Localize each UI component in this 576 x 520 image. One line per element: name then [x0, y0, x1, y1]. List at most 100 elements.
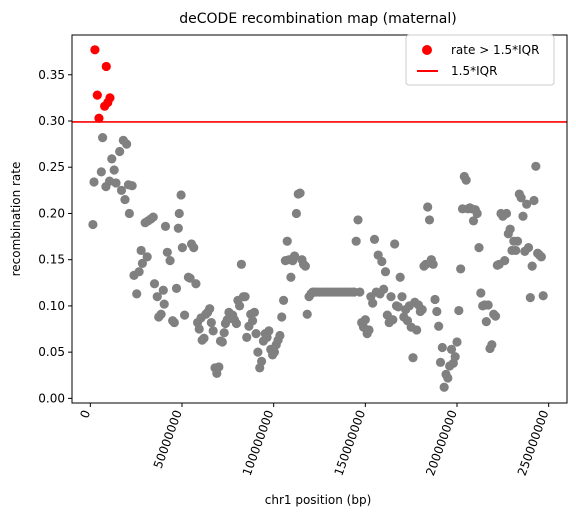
data-point: [111, 178, 120, 187]
y-tick-label: 0.20: [38, 206, 65, 220]
data-point: [364, 325, 373, 334]
outlier-point: [93, 91, 102, 100]
data-point: [275, 331, 284, 340]
data-point: [454, 306, 463, 315]
data-point: [500, 256, 509, 265]
data-point: [115, 147, 124, 156]
data-point: [388, 315, 397, 324]
outlier-point: [105, 93, 114, 102]
data-point: [264, 326, 273, 335]
data-point: [434, 322, 443, 331]
data-point: [97, 167, 106, 176]
data-point: [526, 293, 535, 302]
data-point: [462, 176, 471, 185]
data-point: [440, 383, 449, 392]
data-point: [165, 256, 174, 265]
data-point: [438, 343, 447, 352]
data-point: [205, 304, 214, 313]
data-point: [473, 209, 482, 218]
data-point: [377, 257, 386, 266]
data-point: [513, 237, 522, 246]
data-point: [160, 299, 169, 308]
data-point: [418, 305, 427, 314]
data-point: [476, 288, 485, 297]
y-tick-label: 0.00: [38, 391, 65, 405]
data-point: [277, 312, 286, 321]
data-point: [122, 140, 131, 149]
y-tick-label: 0.30: [38, 114, 65, 128]
data-point: [174, 224, 183, 233]
data-point: [482, 317, 491, 326]
data-point: [368, 299, 377, 308]
data-point: [180, 311, 189, 320]
data-point: [176, 190, 185, 199]
data-point: [242, 333, 251, 342]
data-point: [232, 319, 241, 328]
data-point: [89, 177, 98, 186]
data-point: [170, 318, 179, 327]
data-point: [502, 209, 511, 218]
y-tick-label: 0.05: [38, 345, 65, 359]
data-point: [539, 291, 548, 300]
data-point: [456, 264, 465, 273]
data-point: [396, 273, 405, 282]
data-point: [511, 246, 520, 255]
data-point: [430, 295, 439, 304]
data-point: [537, 252, 546, 261]
data-point: [484, 300, 493, 309]
y-tick-label: 0.25: [38, 160, 65, 174]
data-point: [518, 212, 527, 221]
data-point: [218, 337, 227, 346]
data-point: [191, 279, 200, 288]
y-tick-label: 0.10: [38, 299, 65, 313]
data-point: [292, 209, 301, 218]
legend-label-outliers: rate > 1.5*IQR: [451, 43, 539, 57]
data-point: [397, 292, 406, 301]
outlier-point: [90, 45, 99, 54]
data-point: [199, 334, 208, 343]
data-point: [150, 279, 159, 288]
data-point: [110, 165, 119, 174]
data-point: [279, 296, 288, 305]
data-point: [125, 209, 134, 218]
data-point: [237, 260, 246, 269]
data-point: [423, 202, 432, 211]
data-point: [257, 357, 266, 366]
data-point: [107, 154, 116, 163]
data-point: [149, 213, 158, 222]
data-point: [248, 316, 257, 325]
legend-marker-outliers: [422, 45, 432, 55]
data-point: [240, 292, 249, 301]
data-point: [432, 307, 441, 316]
data-point: [361, 315, 370, 324]
data-point: [531, 162, 540, 171]
data-point: [163, 248, 172, 257]
data-point: [143, 252, 152, 261]
data-point: [355, 287, 364, 296]
x-axis-label: chr1 position (bp): [265, 493, 372, 507]
data-point: [303, 310, 312, 319]
data-point: [524, 243, 533, 252]
y-axis-label: recombination rate: [9, 162, 23, 277]
legend-label-threshold: 1.5*IQR: [451, 64, 497, 78]
data-point: [135, 267, 144, 276]
data-point: [120, 195, 129, 204]
data-point: [370, 235, 379, 244]
data-point: [253, 348, 262, 357]
data-point: [452, 337, 461, 346]
data-point: [220, 328, 229, 337]
data-point: [286, 273, 295, 282]
data-point: [491, 311, 500, 320]
legend: rate > 1.5*IQR 1.5*IQR: [406, 35, 554, 85]
data-point: [506, 225, 515, 234]
data-point: [474, 243, 483, 252]
data-point: [352, 237, 361, 246]
data-point: [98, 133, 107, 142]
data-point: [250, 308, 259, 317]
data-point: [412, 325, 421, 334]
data-point: [172, 284, 181, 293]
data-point: [214, 362, 223, 371]
y-tick-label: 0.15: [38, 253, 65, 267]
data-point: [425, 215, 434, 224]
data-point: [529, 196, 538, 205]
